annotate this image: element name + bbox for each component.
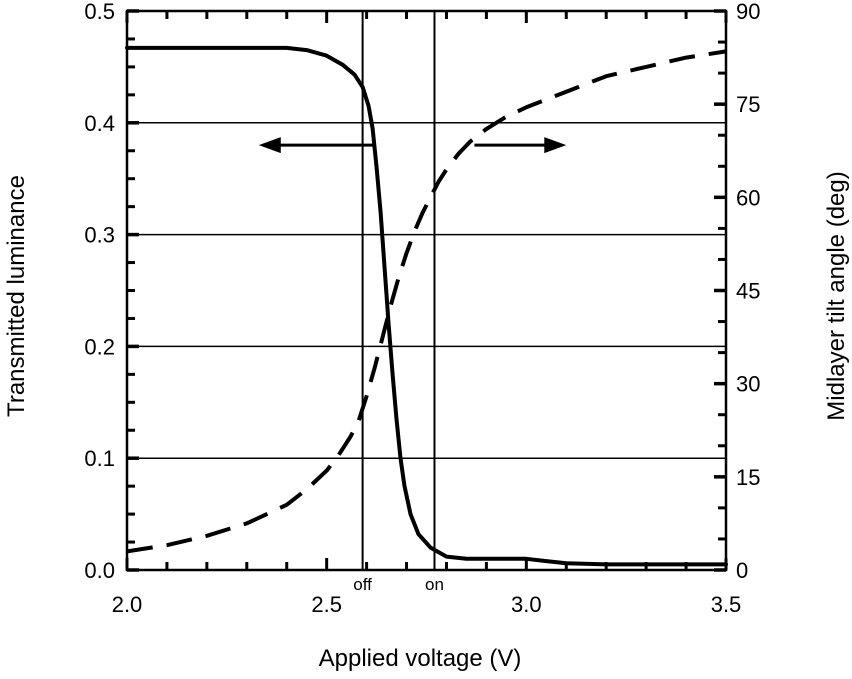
y-right-tick-label: 45 [736,279,760,304]
y-left-tick-label: 0.3 [84,223,115,248]
y-right-tick-label: 0 [736,558,748,583]
x-axis-title: Applied voltage (V) [319,645,522,672]
marker-label-off: off [353,575,372,594]
arrow-right-head [544,137,567,154]
y-axis-left-title: Transmitted luminance [3,175,30,417]
y-left-tick-label: 0.4 [84,111,115,136]
axis-ticks [125,9,728,572]
y-right-tick-label: 15 [736,465,760,490]
annotation-arrows [258,137,567,154]
tilt-angle-line [126,49,727,554]
y-left-tick-label: 0.1 [84,446,115,471]
x-tick-label: 2.0 [112,592,143,617]
series-lines [125,45,728,567]
arrow-left-head [258,137,281,154]
gridlines [127,122,726,459]
vertical-markers [361,11,436,570]
y-right-tick-label: 60 [736,185,760,210]
plot-frame [125,9,728,572]
y-axis-right-title: Midlayer tilt angle (deg) [823,171,850,420]
x-tick-label: 3.5 [711,592,742,617]
x-tick-label: 2.5 [311,592,342,617]
y-left-tick-label: 0.5 [84,0,115,24]
y-right-tick-label: 90 [736,0,760,24]
y-left-tick-label: 0.0 [84,558,115,583]
tick-labels: 0.0 0.1 0.2 0.3 0.4 0.5 0 15 30 45 60 75 90 2.0 2.5 3.0… [84,0,760,617]
y-right-tick-label: 75 [736,92,760,117]
y-right-tick-label: 30 [736,372,760,397]
marker-label-on: on [425,575,444,594]
y-left-tick-label: 0.2 [84,334,115,359]
x-tick-label: 3.0 [511,592,542,617]
luminance-line [125,45,728,567]
